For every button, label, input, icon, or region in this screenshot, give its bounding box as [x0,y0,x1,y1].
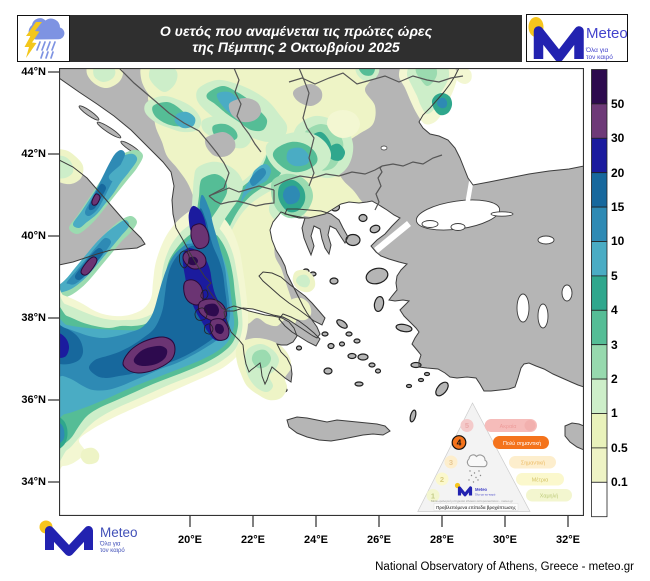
svg-text:2: 2 [440,475,444,484]
svg-text:4: 4 [457,438,462,448]
svg-text:3: 3 [449,458,453,467]
svg-text:1: 1 [431,492,435,501]
svg-text:Meteo: Meteo [475,487,488,492]
svg-text:Όλα για: Όλα για [99,542,121,548]
svg-text:Προβλεπόμενα επίπεδα βροχόπτωσ: Προβλεπόμενα επίπεδα βροχόπτωσης [436,505,516,510]
svg-text:Μέτρια: Μέτρια [532,477,548,484]
svg-text:τον καιρό: τον καιρό [586,53,613,61]
svg-text:Χαμηλή: Χαμηλή [540,493,559,500]
svg-text:Ακραία: Ακραία [500,424,517,430]
svg-text:Μετεωρολογική υπηρεσία εθνικού: Μετεωρολογική υπηρεσία εθνικού αστεροσκο… [431,499,513,503]
svg-text:Meteo: Meteo [100,525,138,540]
svg-text:Meteo: Meteo [586,25,627,42]
svg-text:5: 5 [465,421,469,430]
svg-text:Πολύ σημαντική: Πολύ σημαντική [503,440,541,447]
svg-text:τον καιρό: τον καιρό [100,547,125,554]
svg-text:Όλα για: Όλα για [585,47,608,54]
svg-text:Όλα για τον καιρό: Όλα για τον καιρό [474,493,496,497]
svg-text:Σημαντική: Σημαντική [521,460,545,467]
